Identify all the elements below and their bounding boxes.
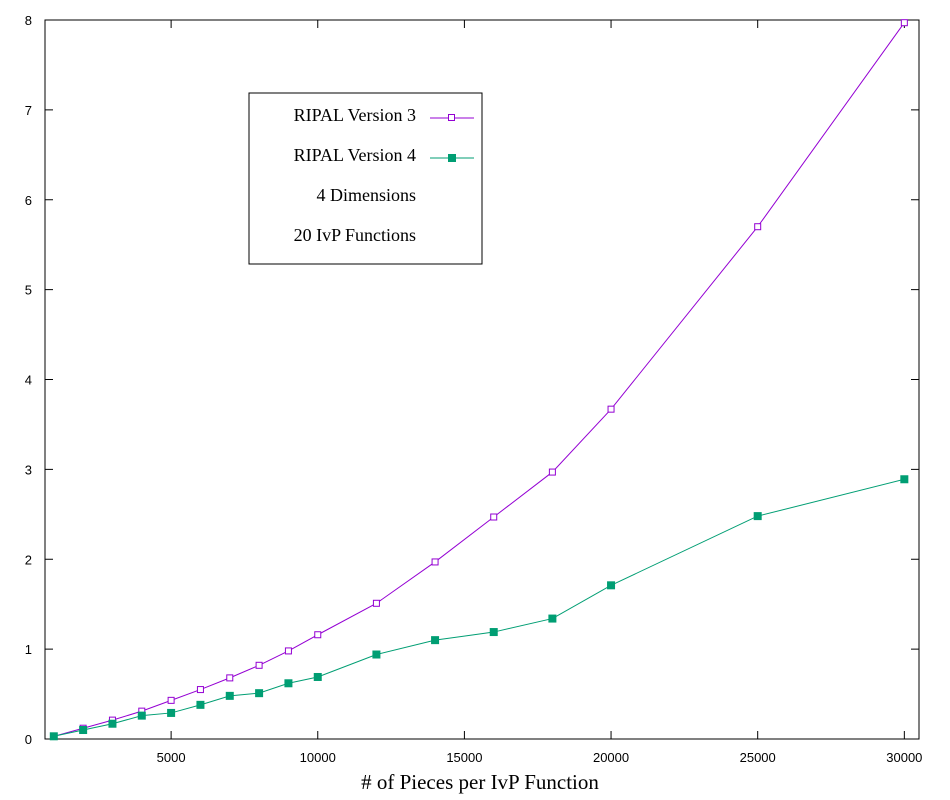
data-point	[196, 686, 204, 694]
data-point	[900, 475, 909, 484]
series-2	[49, 475, 909, 741]
x-tick-label: 20000	[593, 750, 629, 765]
data-point	[314, 631, 322, 639]
data-point	[607, 405, 615, 413]
x-tick-label: 15000	[446, 750, 482, 765]
data-point	[167, 696, 175, 704]
annotation-dimensions: 4 Dimensions	[316, 185, 416, 205]
legend-label-series-1: RIPAL Version 3	[294, 105, 416, 125]
axis-ticks: 5000 10000 15000 20000 25000 30000 0 1 2 3 4 5 6 7 8	[25, 13, 923, 765]
legend-marker-series-2	[448, 154, 456, 162]
x-tick-label: 5000	[157, 750, 186, 765]
data-point	[900, 19, 908, 27]
data-point	[226, 674, 234, 682]
y-tick-label: 0	[25, 732, 32, 747]
series-line	[53, 478, 905, 737]
series-layer	[49, 19, 909, 741]
data-point	[548, 468, 556, 476]
data-point	[137, 711, 146, 720]
data-point	[108, 719, 117, 728]
data-point	[431, 558, 439, 566]
data-point	[754, 223, 762, 231]
data-point	[372, 599, 380, 607]
legend-marker-series-1	[448, 114, 455, 121]
data-point	[225, 691, 234, 700]
data-point	[255, 689, 264, 698]
y-tick-label: 3	[25, 462, 32, 477]
data-point	[431, 636, 440, 645]
y-tick-label: 4	[25, 373, 32, 388]
data-point	[372, 650, 381, 659]
data-point	[753, 512, 762, 521]
y-tick-label: 8	[25, 13, 32, 28]
data-point	[49, 732, 58, 741]
data-point	[490, 513, 498, 521]
data-point	[489, 628, 498, 637]
x-tick-label: 30000	[886, 750, 922, 765]
data-point	[284, 647, 292, 655]
data-point	[196, 700, 205, 709]
x-tick-label: 10000	[300, 750, 336, 765]
legend-label-series-2: RIPAL Version 4	[294, 145, 416, 165]
data-point	[255, 661, 263, 669]
annotation-functions: 20 IvP Functions	[294, 225, 416, 245]
data-point	[167, 708, 176, 717]
x-axis-title: # of Pieces per IvP Function	[361, 770, 599, 794]
x-tick-label: 25000	[740, 750, 776, 765]
data-point	[313, 672, 322, 681]
y-tick-label: 5	[25, 283, 32, 298]
data-point	[284, 679, 293, 688]
legend: RIPAL Version 3 RIPAL Version 4 4 Dimens…	[248, 92, 483, 265]
data-point	[548, 614, 557, 623]
data-point	[79, 726, 88, 735]
y-tick-label: 7	[25, 103, 32, 118]
y-tick-label: 1	[25, 642, 32, 657]
data-point	[607, 581, 616, 590]
legend-box	[248, 92, 483, 265]
y-tick-label: 2	[25, 552, 32, 567]
y-tick-label: 6	[25, 193, 32, 208]
